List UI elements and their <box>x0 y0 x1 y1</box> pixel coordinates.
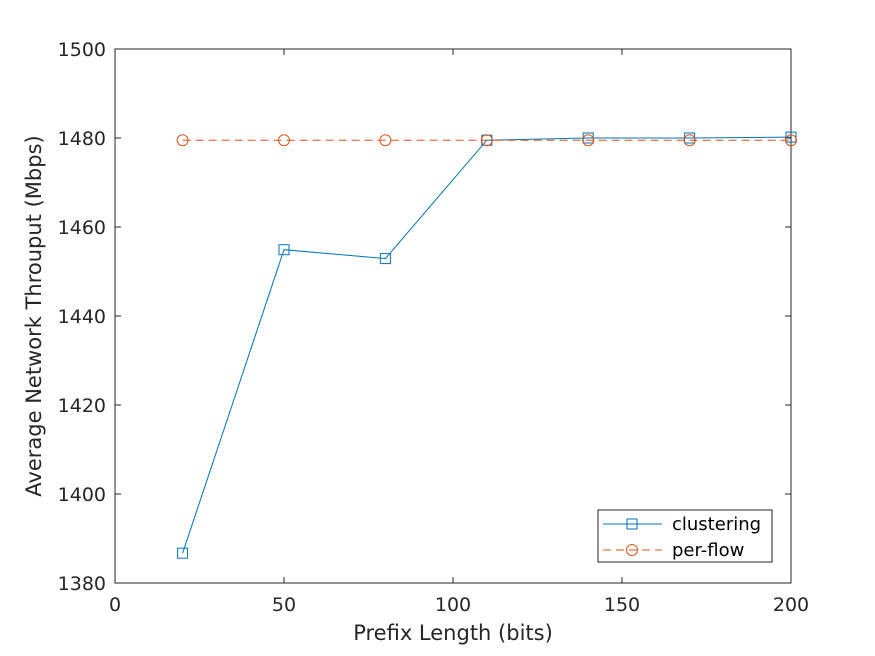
y-tick-label: 1500 <box>58 39 106 61</box>
y-tick-label: 1480 <box>58 128 106 150</box>
y-tick-label: 1400 <box>58 484 106 506</box>
data-point-per-flow <box>176 134 189 147</box>
data-point-per-flow <box>582 134 595 147</box>
data-point-clustering <box>177 547 189 559</box>
y-axis-title: Average Network Throuput (Mbps) <box>22 135 46 496</box>
data-point-per-flow <box>278 134 290 147</box>
x-axis-title: Prefix Length (bits) <box>353 621 553 645</box>
x-tick-label: 0 <box>109 594 121 616</box>
data-point-per-flow <box>785 134 797 147</box>
y-tick-label: 1380 <box>58 573 106 595</box>
legend-box <box>597 509 773 563</box>
legend: clustering per-flow <box>597 509 773 563</box>
plot-frame <box>114 48 792 584</box>
x-tick-label: 150 <box>604 594 640 616</box>
data-point-clustering <box>379 253 391 265</box>
data-point-clustering <box>278 244 290 256</box>
data-point-per-flow <box>480 134 493 147</box>
legend-marker-per-flow <box>626 544 638 556</box>
series-per-flow <box>176 134 797 147</box>
legend-label-clustering: clustering <box>672 514 761 535</box>
x-axis-ticks: 0 50 100 150 200 <box>109 49 809 616</box>
series-layer <box>176 131 797 559</box>
data-point-per-flow <box>379 134 392 147</box>
x-tick-label: 100 <box>435 594 471 616</box>
x-tick-label: 200 <box>773 594 809 616</box>
legend-marker-clustering <box>626 518 638 530</box>
x-tick-label: 50 <box>272 594 296 616</box>
data-point-per-flow <box>683 134 696 147</box>
y-axis-ticks: 1380 1400 1420 1440 1460 1480 1500 <box>58 39 791 595</box>
plot-area <box>114 48 792 584</box>
y-tick-label: 1460 <box>58 217 106 239</box>
legend-label-per-flow: per-flow <box>672 540 744 561</box>
y-tick-label: 1420 <box>58 395 106 417</box>
y-tick-label: 1440 <box>58 306 106 328</box>
